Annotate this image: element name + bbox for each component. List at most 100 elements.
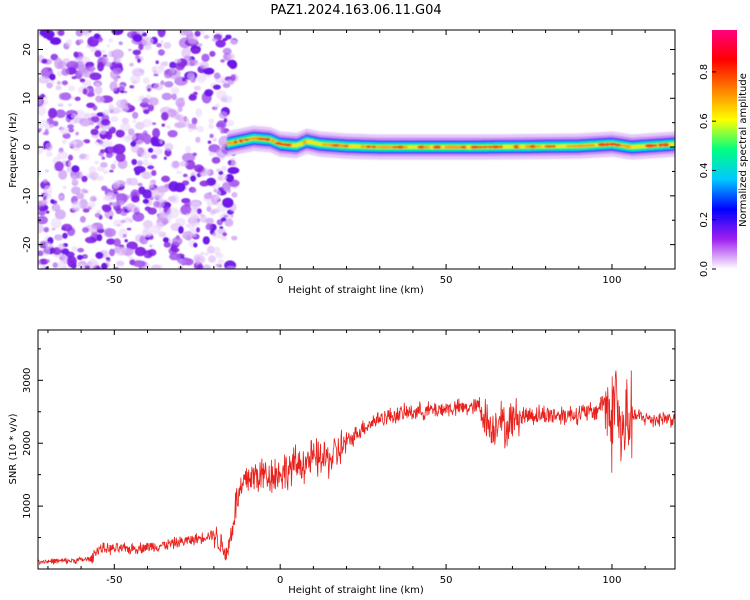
noise-blob (221, 236, 228, 241)
colorbar-tick-label: 0.4 (699, 162, 710, 178)
noise-blob (202, 236, 210, 245)
noise-blob (56, 70, 63, 77)
noise-blob (38, 170, 41, 178)
noise-blob (87, 202, 96, 208)
noise-blob (169, 61, 177, 69)
band-hotspot (597, 142, 607, 147)
spectrogram-y-ticks: -20 -10 0 10 20 (22, 43, 675, 270)
band-hotspot (517, 144, 528, 149)
band-hotspot (620, 144, 627, 148)
band-hotspot (371, 145, 377, 149)
noise-blob (216, 147, 228, 158)
band-hotspot (502, 145, 511, 149)
noise-blob (167, 196, 177, 202)
band-hotspot (257, 137, 268, 141)
noise-blob (58, 169, 68, 180)
noise-blob (65, 39, 73, 47)
noise-blob (148, 181, 154, 189)
noise-blob (77, 247, 84, 253)
noise-blob (175, 217, 186, 227)
noise-blob (148, 97, 159, 106)
noise-blob (172, 253, 181, 260)
noise-blob (95, 251, 104, 259)
noise-blob (158, 197, 164, 203)
band-hotspot (233, 140, 238, 144)
noise-blob (102, 204, 112, 213)
noise-blob (54, 234, 63, 241)
noise-blob (149, 244, 153, 248)
x-tick-label: 0 (277, 575, 283, 586)
noise-blob (105, 257, 110, 261)
noise-blob (187, 35, 198, 45)
noise-blob (71, 245, 78, 252)
noise-blob (153, 147, 163, 155)
noise-blob (225, 34, 232, 40)
noise-blob (57, 151, 68, 160)
band-hotspot (392, 145, 398, 149)
noise-blob (199, 180, 210, 187)
band-hotspot (529, 144, 537, 149)
spectrogram-x-label: Height of straight line (km) (288, 285, 424, 296)
noise-blob (100, 119, 111, 126)
noise-blob (160, 40, 164, 44)
noise-blob (108, 38, 114, 43)
noise-blob (62, 232, 68, 239)
noise-blob (54, 209, 66, 220)
noise-blob (115, 99, 126, 108)
noise-blob (182, 152, 196, 163)
noise-blob (188, 94, 197, 101)
noise-blob (141, 97, 150, 104)
noise-blob (38, 215, 48, 225)
noise-blob (158, 211, 169, 218)
noise-blob (92, 105, 98, 111)
band-hotspot (661, 142, 670, 147)
noise-blob (51, 203, 61, 212)
band-hotspot (562, 144, 568, 148)
noise-blob (222, 197, 234, 208)
noise-blob (170, 86, 180, 95)
noise-blob (71, 186, 81, 195)
noise-blob (122, 234, 127, 238)
spectrogram-x-ticks: -50 0 50 100 (47, 30, 646, 286)
band-hotspot (636, 144, 642, 149)
noise-blob (83, 139, 89, 143)
band-hotspot (652, 144, 658, 147)
noise-blob (138, 43, 144, 51)
noise-blob (128, 128, 135, 136)
colorbar-tick-label: 0.0 (699, 261, 710, 277)
noise-blob (197, 125, 204, 133)
noise-blob (111, 49, 124, 60)
noise-blob (55, 109, 66, 118)
noise-blob (222, 232, 227, 237)
band-hotspot (355, 144, 361, 149)
noise-blob (185, 223, 190, 228)
band-hotspot (225, 141, 236, 145)
band-hotspot (347, 144, 358, 149)
noise-blob (164, 142, 174, 152)
noise-blob (153, 73, 159, 77)
noise-blob (230, 74, 236, 82)
noise-blob (43, 185, 52, 197)
x-tick-label: -50 (106, 275, 122, 286)
noise-blob (161, 175, 171, 183)
noise-blob (208, 123, 215, 129)
noise-blob (39, 30, 49, 37)
noise-blob (228, 60, 238, 69)
noise-blob (96, 234, 103, 242)
noise-blob (119, 89, 125, 94)
noise-blob (109, 109, 114, 114)
noise-blob (85, 65, 96, 72)
noise-blob (38, 119, 50, 128)
noise-blob (48, 107, 57, 119)
band-hotspot (499, 145, 504, 149)
noise-blob (118, 228, 128, 239)
noise-blob (96, 139, 102, 143)
noise-blob (205, 217, 214, 225)
noise-blob (134, 170, 141, 176)
noise-blob (196, 74, 207, 83)
y-tick-label: 3000 (22, 368, 33, 393)
y-tick-label: 1000 (22, 493, 33, 518)
noise-blob (158, 231, 167, 238)
snr-y-ticks: 1000 2000 3000 (22, 348, 675, 570)
noise-blob (94, 50, 102, 58)
